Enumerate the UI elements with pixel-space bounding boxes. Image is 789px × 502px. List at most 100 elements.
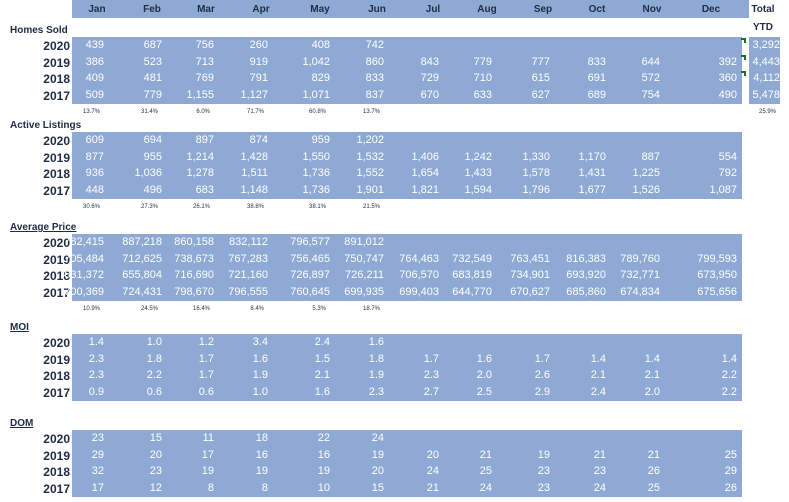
year-label: 2019 xyxy=(43,448,70,463)
data-cell: 1,901 xyxy=(356,183,384,196)
data-cell: 877 xyxy=(85,150,104,163)
data-cell: 1,087 xyxy=(709,183,737,196)
data-cell: 750,747 xyxy=(344,252,384,265)
data-cell: 10 xyxy=(317,481,330,494)
data-cell: 1,406 xyxy=(411,150,439,163)
data-cell: 1,127 xyxy=(240,88,268,101)
data-cell: 1,821 xyxy=(411,183,439,196)
data-cell: 1.4 xyxy=(590,352,606,365)
data-cell: 874 xyxy=(249,134,268,146)
year-label: 2020 xyxy=(43,432,70,446)
data-cell: 726,897 xyxy=(290,269,330,281)
data-cell: 1,594 xyxy=(464,183,492,196)
data-cell: 22 xyxy=(317,432,330,444)
data-cell: 1,036 xyxy=(134,167,162,179)
total-cell: 5,478 xyxy=(752,88,780,101)
data-cell: 2.0 xyxy=(476,369,492,381)
data-cell: 1,071 xyxy=(302,88,330,101)
data-cell: 687 xyxy=(143,39,162,51)
data-cell: 724,431 xyxy=(122,285,162,298)
year-label: 2019 xyxy=(43,150,70,165)
data-cell: 764,463 xyxy=(399,252,439,265)
data-cell: 1,214 xyxy=(186,150,214,163)
data-cell: 713 xyxy=(195,55,214,68)
year-label: 2017 xyxy=(43,88,70,103)
data-cell: 1.7 xyxy=(198,352,214,365)
data-cell: 1,170 xyxy=(578,150,606,163)
data-cell: 21 xyxy=(593,448,606,461)
percent-change: 26.1% xyxy=(192,204,210,210)
ytd-header: YTD xyxy=(753,22,773,33)
percent-change: 16.4% xyxy=(192,306,210,312)
data-cell: 20 xyxy=(371,465,384,477)
data-cell: 955 xyxy=(143,150,162,163)
data-cell: 26 xyxy=(647,465,660,477)
data-cell: 386 xyxy=(85,55,104,68)
data-cell: 21 xyxy=(647,448,660,461)
data-cell: 20 xyxy=(149,448,162,461)
year-label: 2020 xyxy=(43,236,70,250)
data-cell: 700,369 xyxy=(64,285,104,298)
year-label: 2020 xyxy=(43,134,70,148)
year-label: 2018 xyxy=(43,72,70,86)
data-cell: 481 xyxy=(143,72,162,84)
data-cell: 670 xyxy=(420,88,439,101)
data-cell: 2.9 xyxy=(534,385,550,398)
data-cell: 1.7 xyxy=(198,369,214,381)
data-cell: 683,819 xyxy=(452,269,492,281)
data-cell: 779 xyxy=(473,55,492,68)
data-cell: 829 xyxy=(311,72,330,84)
data-cell: 1,654 xyxy=(411,167,439,179)
data-cell: 1,431 xyxy=(578,167,606,179)
data-cell: 789,760 xyxy=(620,252,660,265)
year-label: 2017 xyxy=(43,385,70,400)
data-cell: 16 xyxy=(317,448,330,461)
year-label: 2018 xyxy=(43,167,70,181)
section-band xyxy=(72,234,742,301)
data-cell: 685,860 xyxy=(566,285,606,298)
data-cell: 16 xyxy=(255,448,268,461)
data-cell: 691 xyxy=(587,72,606,84)
data-cell: 689 xyxy=(587,88,606,101)
data-cell: 2.1 xyxy=(644,369,660,381)
month-header-aug: Aug xyxy=(477,4,497,15)
data-cell: 1,677 xyxy=(578,183,606,196)
year-label: 2020 xyxy=(43,336,70,350)
percent-change: 6.0% xyxy=(196,109,210,115)
year-label: 2019 xyxy=(43,55,70,70)
data-cell: 1,578 xyxy=(522,167,550,179)
data-cell: 777 xyxy=(531,55,550,68)
data-cell: 1.5 xyxy=(314,352,330,365)
data-cell: 0.6 xyxy=(198,385,214,398)
month-header-dec: Dec xyxy=(701,4,721,15)
data-cell: 24 xyxy=(371,432,384,444)
data-cell: 23 xyxy=(149,465,162,477)
data-cell: 1.6 xyxy=(252,352,268,365)
data-cell: 572 xyxy=(641,72,660,84)
data-cell: 1,278 xyxy=(186,167,214,179)
data-cell: 843 xyxy=(420,55,439,68)
percent-change: 13.7% xyxy=(82,109,100,115)
data-cell: 726,211 xyxy=(345,269,384,281)
data-cell: 860 xyxy=(365,55,384,68)
data-cell: 1.9 xyxy=(368,369,384,381)
data-cell: 2.1 xyxy=(314,369,330,381)
data-cell: 1,736 xyxy=(302,167,330,179)
data-cell: 1,225 xyxy=(632,167,660,179)
data-cell: 409 xyxy=(85,72,104,84)
total-cell: 4,112 xyxy=(753,72,780,84)
data-cell: 23 xyxy=(91,432,104,444)
data-cell: 20 xyxy=(426,448,439,461)
data-cell: 1,330 xyxy=(522,150,550,163)
data-cell: 633 xyxy=(473,88,492,101)
data-cell: 23 xyxy=(537,481,550,494)
data-cell: 1.4 xyxy=(721,352,737,365)
section-title-moi: MOI xyxy=(10,322,29,333)
percent-change: 30.6% xyxy=(82,204,100,210)
month-header-sep: Sep xyxy=(533,4,553,15)
data-cell: 1,155 xyxy=(186,88,214,101)
data-cell: 798,670 xyxy=(174,285,214,298)
month-header-oct: Oct xyxy=(588,4,606,15)
section-band xyxy=(72,334,742,401)
data-cell: 959 xyxy=(311,134,330,146)
